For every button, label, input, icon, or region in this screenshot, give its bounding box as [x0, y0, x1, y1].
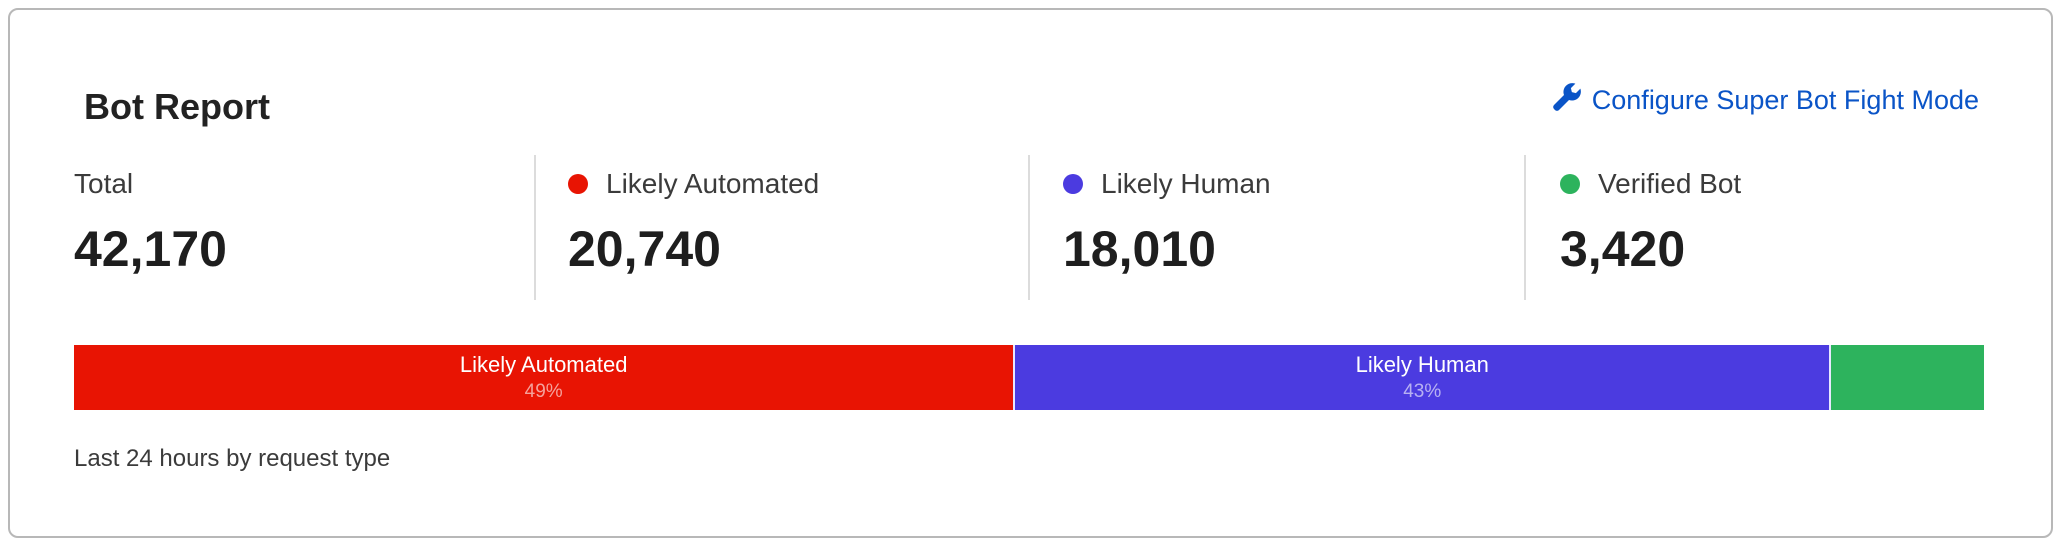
- stacked-request-bar: Likely Automated 49% Likely Human 43%: [74, 345, 1984, 410]
- configure-super-bot-fight-mode-link[interactable]: Configure Super Bot Fight Mode: [1552, 82, 1979, 119]
- bar-segment-label: Likely Automated: [459, 352, 628, 377]
- red-dot-icon: [568, 174, 588, 194]
- stat-value: 18,010: [1063, 221, 1216, 277]
- divider: [1028, 155, 1030, 300]
- card-title: Bot Report: [84, 86, 270, 127]
- purple-dot-icon: [1063, 174, 1083, 194]
- divider: [534, 155, 536, 300]
- bar-segment-percent: 43%: [1403, 381, 1442, 402]
- bar-segment-label: Likely Human: [1355, 352, 1489, 377]
- bar-segment-percent: 49%: [524, 381, 563, 402]
- bar-segment-likely-human[interactable]: Likely Human 43%: [1013, 345, 1830, 410]
- stat-total: Total 42,170: [74, 168, 227, 278]
- green-dot-icon: [1560, 174, 1580, 194]
- bar-segment-verified-bot[interactable]: [1829, 345, 1984, 410]
- stat-label: Likely Human: [1101, 168, 1271, 199]
- stat-value: 42,170: [74, 221, 227, 277]
- stat-likely-human: Likely Human 18,010: [1063, 168, 1271, 278]
- divider: [1524, 155, 1526, 300]
- wrench-icon: [1552, 82, 1582, 119]
- stat-label: Likely Automated: [606, 168, 820, 199]
- stat-label: Verified Bot: [1598, 168, 1742, 199]
- configure-link-label: Configure Super Bot Fight Mode: [1591, 85, 1979, 115]
- stat-label: Total: [74, 168, 134, 199]
- footer-caption: Last 24 hours by request type: [74, 445, 391, 472]
- stat-likely-automated: Likely Automated 20,740: [568, 168, 819, 278]
- bot-report-card: Bot Report Configure Super Bot Fight Mod…: [8, 8, 2053, 538]
- stat-value: 3,420: [1560, 221, 1686, 277]
- stat-verified-bot: Verified Bot 3,420: [1560, 168, 1741, 278]
- bar-segment-likely-automated[interactable]: Likely Automated 49%: [74, 345, 1014, 410]
- stat-value: 20,740: [568, 221, 721, 277]
